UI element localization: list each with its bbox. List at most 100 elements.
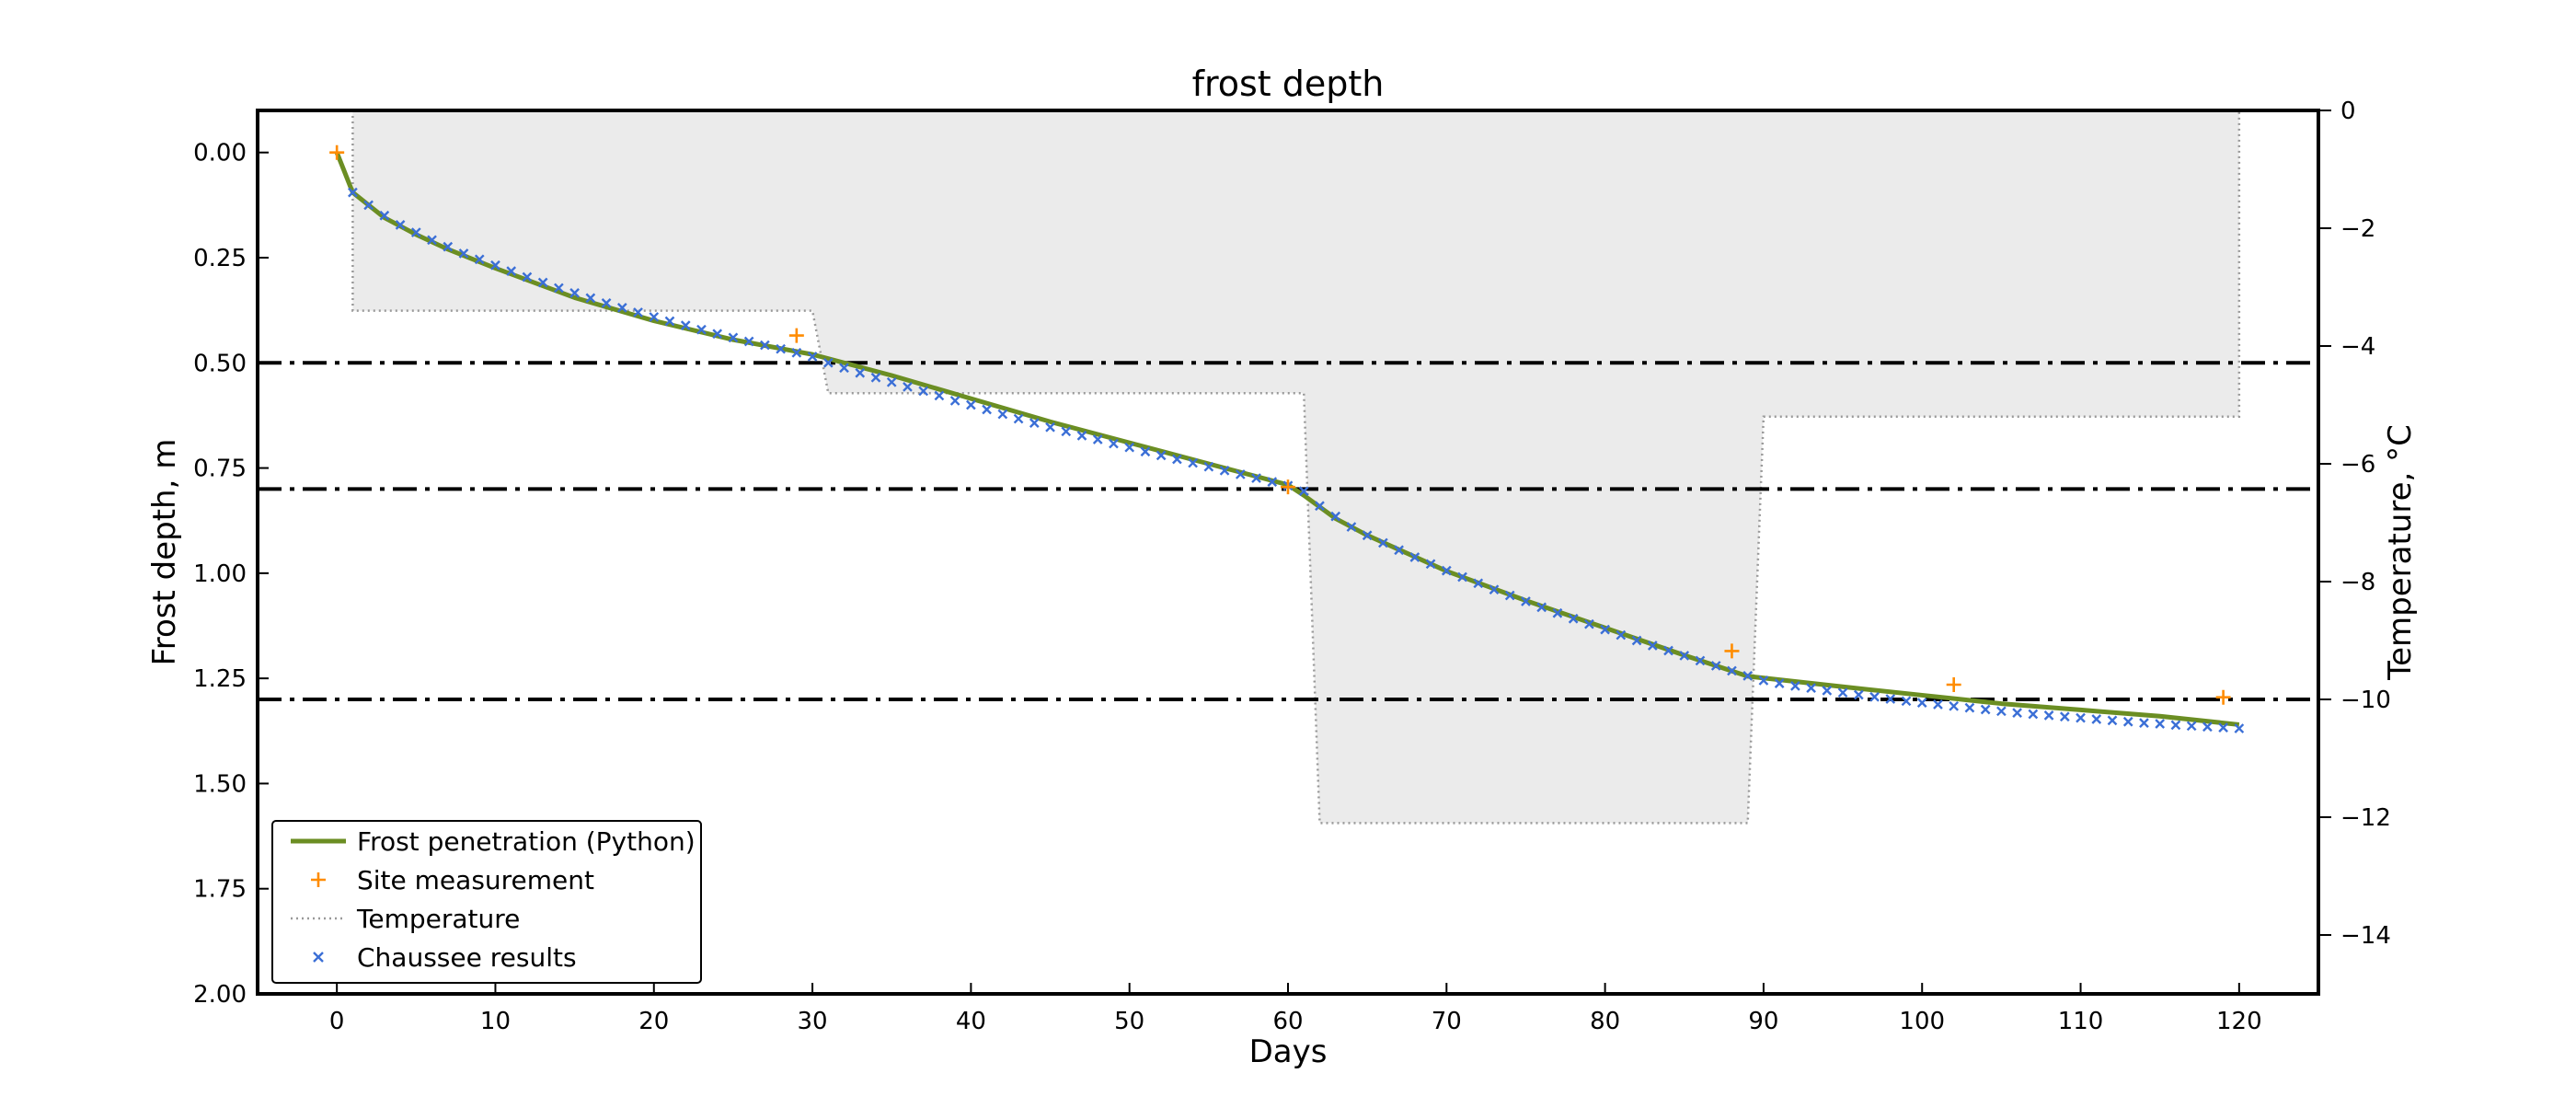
y2-tick-label: −4 — [2340, 333, 2375, 361]
chaussee-point — [1885, 694, 1896, 704]
chaussee-point — [1394, 545, 1404, 556]
chaussee-point — [1061, 426, 1072, 437]
chaussee-point — [1600, 624, 1610, 635]
chaussee-point — [601, 298, 612, 308]
x-tick-label: 20 — [638, 1008, 669, 1035]
chaussee-point — [1679, 651, 1690, 661]
x-tick-label: 10 — [480, 1008, 511, 1035]
temperature-line — [351, 110, 2241, 825]
chaussee-point — [1727, 665, 1737, 676]
chaussee-point — [2122, 716, 2133, 727]
chaussee-point — [458, 248, 469, 259]
y2-tick-label: −6 — [2340, 451, 2375, 479]
chaussee-point — [2076, 712, 2086, 723]
site-measurement-point — [1281, 479, 1295, 495]
chaussee-point — [1980, 704, 1991, 715]
chaussee-point — [918, 386, 929, 397]
chaussee-point — [554, 283, 564, 294]
chaussee-point — [696, 324, 707, 335]
chaussee-point — [1916, 698, 1927, 709]
chaussee-point — [1584, 618, 1594, 629]
chaussee-point — [1029, 418, 1040, 429]
legend-swatch-chaussee — [313, 952, 324, 963]
chaussee-point — [1996, 706, 2007, 717]
chaussee-point — [1521, 596, 1531, 606]
legend-swatch-site — [311, 872, 326, 887]
y-tick-label: 1.50 — [193, 770, 247, 798]
x-tick-label: 30 — [798, 1008, 828, 1035]
x-tick-label: 80 — [1590, 1008, 1620, 1035]
chaussee-point — [1235, 469, 1246, 479]
chaussee-point — [760, 340, 770, 351]
temperature-area — [352, 110, 2239, 824]
chaussee-point — [1441, 565, 1452, 576]
site-measurement-point — [1946, 677, 1961, 692]
x-tick-label: 100 — [1899, 1008, 1945, 1035]
chaussee-point — [1790, 681, 1800, 691]
chaussee-point — [1267, 477, 1278, 488]
y2-axis-label: Temperature, °C — [2382, 424, 2419, 681]
chaussee-point — [1552, 607, 1563, 618]
chaussee-point — [1837, 687, 1848, 698]
chaussee-point — [1045, 421, 1055, 433]
chaussee-point — [2012, 708, 2022, 718]
chaussee-point — [1219, 465, 1230, 476]
legend-label: Frost penetration (Python) — [357, 826, 696, 857]
y-tick-label: 0.25 — [193, 245, 247, 272]
chaussee-point — [855, 367, 866, 378]
legend-label: Temperature — [356, 904, 520, 934]
tick-layer: 0 10 20 30 40 50 60 70 80 90 100 110 120 0.00 0.25 0.50… — [193, 98, 2391, 1035]
chart-title: frost depth — [1192, 63, 1385, 104]
chaussee-point — [1742, 671, 1754, 681]
chaussee-point — [427, 235, 437, 246]
x-tick-label: 40 — [956, 1008, 986, 1035]
chaussee-point — [1124, 442, 1135, 453]
chaussee-point — [2186, 721, 2197, 732]
x-axis-label: Days — [1249, 1033, 1328, 1070]
chaussee-point — [474, 254, 485, 265]
chaussee-point — [1901, 696, 1912, 707]
chaussee-point — [934, 390, 945, 401]
y-tick-label: 0.50 — [193, 350, 247, 377]
chaussee-point — [537, 277, 548, 288]
chaussee-point — [1536, 602, 1547, 613]
chaussee-point — [1172, 454, 1182, 465]
chaussee-point — [791, 347, 802, 358]
chaussee-point — [2234, 723, 2245, 733]
chaussee-point — [1695, 655, 1706, 666]
y-tick-label: 1.00 — [193, 560, 247, 588]
chaussee-point — [966, 399, 976, 410]
chaussee-point — [1362, 530, 1373, 541]
chaussee-point — [410, 227, 421, 237]
chaussee-point — [997, 409, 1008, 420]
frost-penetration-line — [334, 151, 2240, 727]
chaussee-point — [1378, 537, 1388, 548]
chaussee-point — [1663, 645, 1673, 656]
chaussee-point — [585, 293, 596, 304]
chaussee-point — [1076, 431, 1087, 441]
chaussee-point — [1869, 691, 1880, 702]
chaussee-point — [490, 260, 500, 271]
chaussee-point — [680, 320, 691, 330]
chaussee-point — [2155, 719, 2166, 729]
chaussee-point — [1616, 629, 1627, 641]
x-tick-label: 60 — [1272, 1008, 1303, 1035]
chaussee-point — [569, 288, 580, 298]
chaussee-point — [1156, 450, 1167, 461]
y-tick-label: 0.75 — [193, 456, 247, 483]
site-measurement-point — [2215, 689, 2231, 705]
temperature-layer — [351, 110, 2241, 825]
x-tick-label: 50 — [1114, 1008, 1144, 1035]
chaussee-point — [633, 307, 643, 317]
chaussee-point — [1949, 700, 1960, 711]
y-tick-label: 1.75 — [193, 876, 247, 904]
x-tick-label: 90 — [1748, 1008, 1778, 1035]
chaussee-point — [822, 357, 834, 368]
chaussee-point — [1298, 486, 1309, 497]
chaussee-point — [1933, 699, 1943, 710]
y-tick-label: 2.00 — [193, 981, 247, 1009]
chaussee-point — [886, 376, 897, 387]
y2-tick-label: −8 — [2340, 569, 2375, 596]
chaussee-point — [1473, 578, 1484, 589]
chaussee-point — [949, 396, 960, 406]
